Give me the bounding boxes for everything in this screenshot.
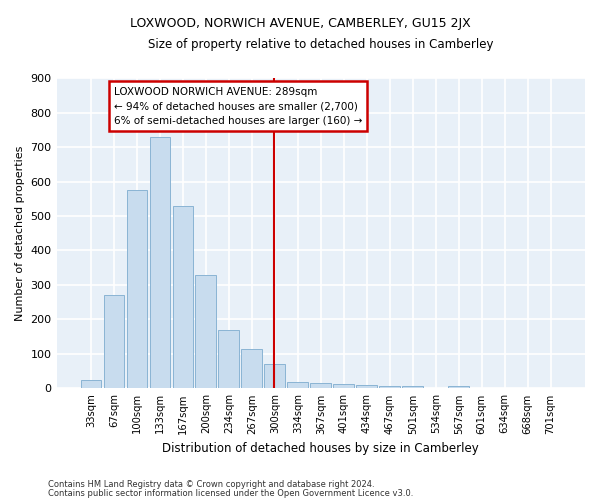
Bar xyxy=(403,386,423,388)
Text: Contains public sector information licensed under the Open Government Licence v3: Contains public sector information licen… xyxy=(48,489,413,498)
Bar xyxy=(310,384,331,388)
Text: LOXWOOD NORWICH AVENUE: 289sqm
← 94% of detached houses are smaller (2,700)
6% o: LOXWOOD NORWICH AVENUE: 289sqm ← 94% of … xyxy=(114,86,362,126)
Bar xyxy=(356,385,377,388)
Bar xyxy=(448,386,469,388)
Bar xyxy=(287,382,308,388)
X-axis label: Distribution of detached houses by size in Camberley: Distribution of detached houses by size … xyxy=(163,442,479,455)
Bar xyxy=(265,364,285,388)
Bar xyxy=(241,349,262,389)
Bar xyxy=(173,206,193,388)
Text: Contains HM Land Registry data © Crown copyright and database right 2024.: Contains HM Land Registry data © Crown c… xyxy=(48,480,374,489)
Title: Size of property relative to detached houses in Camberley: Size of property relative to detached ho… xyxy=(148,38,494,51)
Bar xyxy=(149,136,170,388)
Bar xyxy=(104,296,124,388)
Bar xyxy=(218,330,239,388)
Bar xyxy=(127,190,147,388)
Bar xyxy=(80,380,101,388)
Y-axis label: Number of detached properties: Number of detached properties xyxy=(15,146,25,321)
Bar xyxy=(196,274,216,388)
Text: LOXWOOD, NORWICH AVENUE, CAMBERLEY, GU15 2JX: LOXWOOD, NORWICH AVENUE, CAMBERLEY, GU15… xyxy=(130,18,470,30)
Bar xyxy=(334,384,354,388)
Bar xyxy=(379,386,400,388)
